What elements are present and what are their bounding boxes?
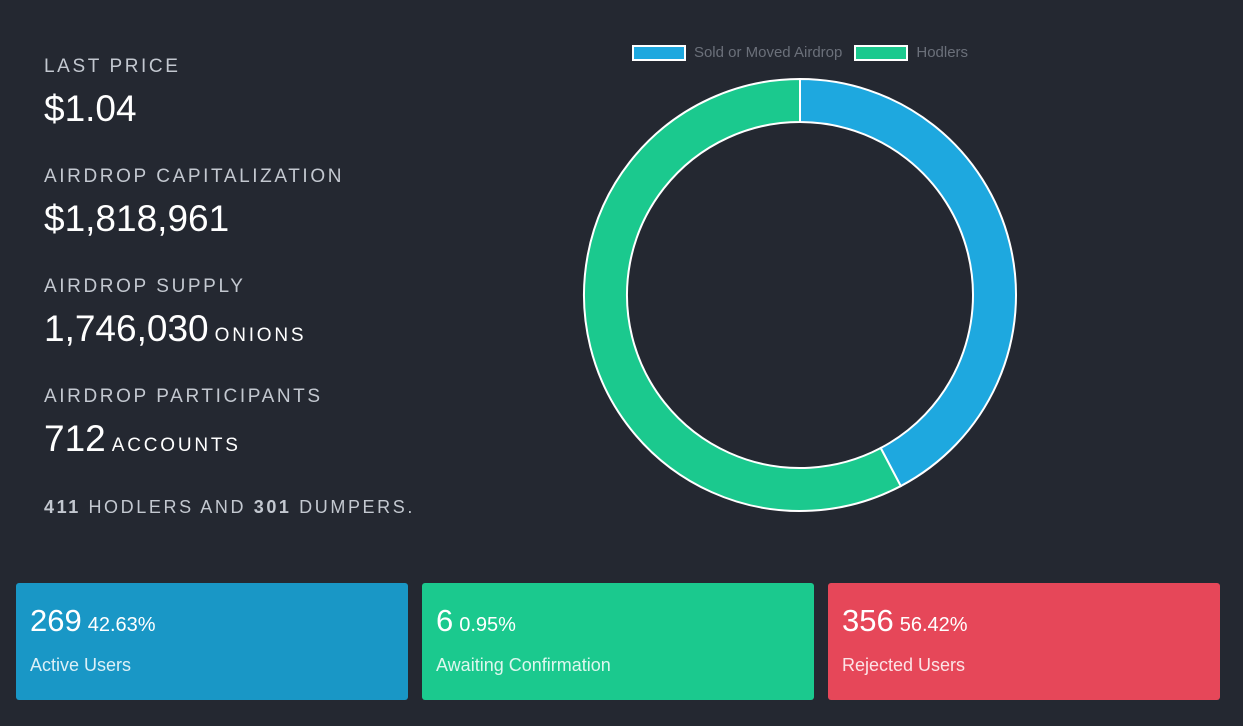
last-price-label: LAST PRICE <box>44 56 181 77</box>
card-metric: 356 56.42% <box>842 603 1206 639</box>
dumpers-count: 301 <box>253 497 292 517</box>
card-count: 269 <box>30 603 82 638</box>
participants-label: AIRDROP PARTICIPANTS <box>44 386 323 407</box>
user-status-cards: 269 42.63% Active Users 6 0.95% Awaiting Conf… <box>16 583 1220 700</box>
supply-value-row: 1,746,030 ONIONS <box>44 308 306 350</box>
status-card-1: 6 0.95% Awaiting Confirmation <box>422 583 814 700</box>
capitalization-value: $1,818,961 <box>44 198 230 239</box>
card-metric: 269 42.63% <box>30 603 394 639</box>
participants-unit: ACCOUNTS <box>111 435 241 456</box>
donut-slice-0[interactable] <box>799 77 1017 488</box>
participants-value-row: 712 ACCOUNTS <box>44 418 241 460</box>
status-card-0: 269 42.63% Active Users <box>16 583 408 700</box>
status-card-2: 356 56.42% Rejected Users <box>828 583 1220 700</box>
card-label: Awaiting Confirmation <box>436 655 611 675</box>
hodlers-text: HODLERS AND <box>88 497 247 517</box>
supply-unit: ONIONS <box>214 325 307 346</box>
donut-slice-1[interactable] <box>583 77 903 512</box>
supply-value: 1,746,030 <box>44 308 209 349</box>
supply-label: AIRDROP SUPPLY <box>44 276 246 297</box>
card-label: Active Users <box>30 655 132 675</box>
card-percent: 0.95% <box>459 614 516 636</box>
legend-label: Hodlers <box>916 44 969 61</box>
hodlers-summary: 411 HODLERS AND 301 DUMPERS. <box>44 497 415 518</box>
legend-swatch <box>854 44 909 61</box>
donut-svg <box>583 77 1017 512</box>
card-count: 356 <box>842 603 894 638</box>
chart-legend: Sold or Moved Airdrop Hodlers <box>560 44 1040 61</box>
card-count: 6 <box>436 603 454 638</box>
capitalization-label: AIRDROP CAPITALIZATION <box>44 166 345 187</box>
legend-swatch <box>631 44 686 61</box>
legend-label: Sold or Moved Airdrop <box>693 44 843 61</box>
last-price-value: $1.04 <box>44 88 137 129</box>
legend-item-1[interactable]: Hodlers <box>854 44 968 61</box>
card-label: Rejected Users <box>842 655 966 675</box>
card-percent: 42.63% <box>87 614 156 636</box>
donut-chart: Sold or Moved Airdrop Hodlers <box>560 30 1040 530</box>
hodlers-count: 411 <box>44 497 81 517</box>
card-percent: 56.42% <box>899 614 968 636</box>
card-metric: 6 0.95% <box>436 603 800 639</box>
participants-value: 712 <box>44 418 106 459</box>
dumpers-text: DUMPERS. <box>299 497 415 517</box>
legend-item-0[interactable]: Sold or Moved Airdrop <box>631 44 843 61</box>
